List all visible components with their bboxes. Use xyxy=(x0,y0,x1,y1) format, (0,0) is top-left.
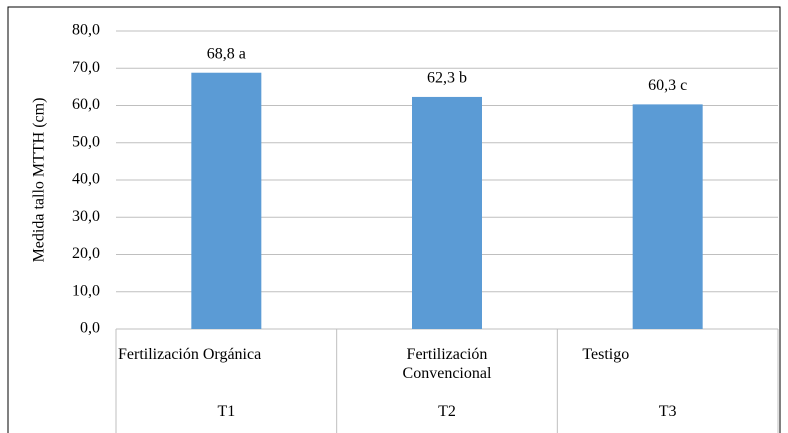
y-axis-title: Medida tallo MTTH (cm) xyxy=(31,98,48,263)
y-tick-label: 50,0 xyxy=(72,133,100,150)
chart-border xyxy=(7,6,781,433)
x-group-label: T3 xyxy=(658,403,677,420)
y-tick-label: 80,0 xyxy=(72,22,100,39)
y-tick-label: 10,0 xyxy=(72,282,100,299)
bar xyxy=(632,104,703,329)
y-tick-label: 70,0 xyxy=(72,59,100,76)
y-tick-label: 20,0 xyxy=(72,245,100,262)
x-group-label: T2 xyxy=(438,403,456,420)
x-group-label: T1 xyxy=(217,403,236,420)
data-label: 68,8 a xyxy=(207,45,246,62)
y-tick-label: 60,0 xyxy=(72,96,100,113)
x-tick-label: Fertilización Orgánica xyxy=(118,346,262,363)
data-label: 62,3 b xyxy=(427,70,467,87)
y-tick-label: 0,0 xyxy=(80,320,100,337)
data-label: 60,3 c xyxy=(648,77,687,94)
bar xyxy=(412,96,482,330)
x-tick-label: Fertilización Convencional xyxy=(402,346,492,382)
bar xyxy=(191,72,262,329)
x-tick-label: Testigo xyxy=(582,346,630,363)
y-tick-label: 30,0 xyxy=(72,208,100,225)
y-tick-label: 40,0 xyxy=(72,171,100,188)
